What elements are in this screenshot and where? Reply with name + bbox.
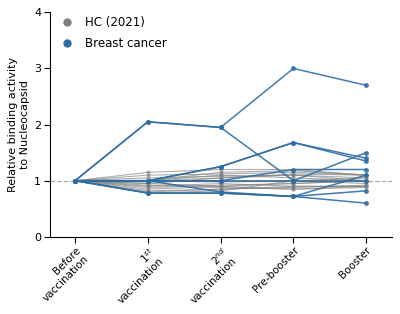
Y-axis label: Relative binding activity
to Nucleocapsid: Relative binding activity to Nucleocapsi… xyxy=(8,57,30,192)
Legend: HC (2021), Breast cancer: HC (2021), Breast cancer xyxy=(56,16,167,50)
